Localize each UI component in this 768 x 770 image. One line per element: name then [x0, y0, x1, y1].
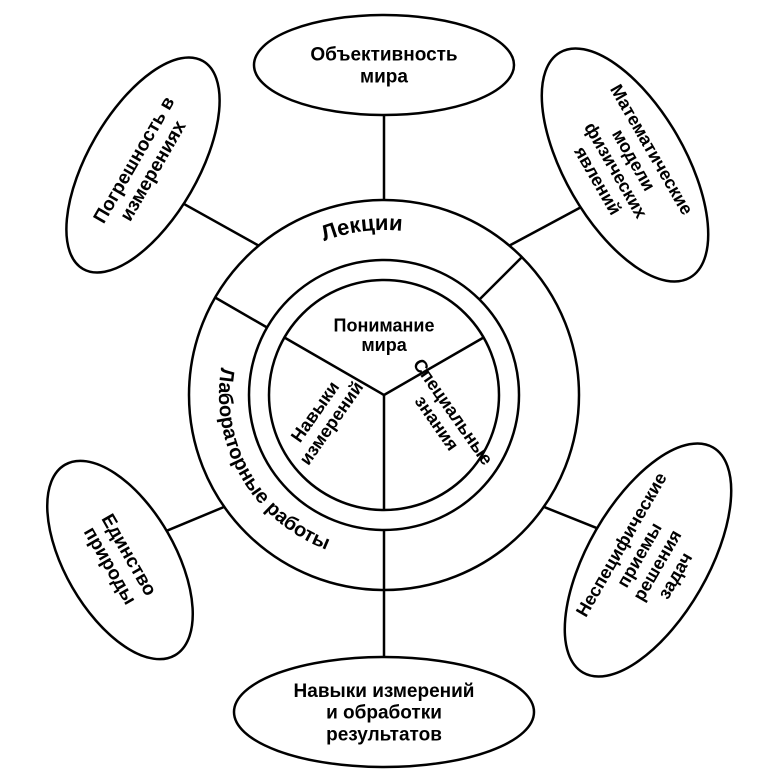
connector-math-models [509, 207, 580, 245]
outer-node-objectivity: Объективностьмира [254, 15, 514, 115]
outer-node-math-models: Математическиемоделифизическихявлений [508, 22, 742, 307]
outer-node-unity: Единствоприроды [17, 437, 222, 683]
outer-node-error: Погрешность визмерениях [35, 34, 250, 297]
connector-error [184, 204, 259, 246]
outer-node-meas-skills: Навыки измеренийи обработкирезультатов [234, 657, 534, 767]
radial-diagram: ЛекцииЛабораторные работыУпражненияПоним… [0, 0, 768, 770]
connector-unity [167, 507, 225, 531]
connector-nonspecific [544, 507, 597, 528]
